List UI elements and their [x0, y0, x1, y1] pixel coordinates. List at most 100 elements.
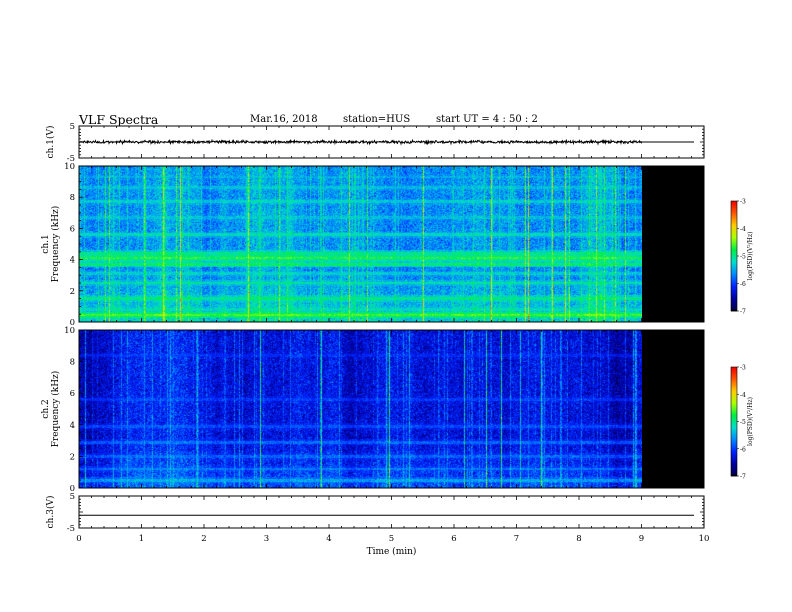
- ch2-colorbar-swatch: [731, 390, 737, 392]
- ch1-spectrogram-ytick-label: 8: [70, 193, 75, 203]
- ch2-colorbar-swatch: [731, 426, 737, 429]
- ch1-colorbar-swatch: [731, 278, 737, 280]
- ch2-colorbar: -3 -4 -5 -6 -7 log(PSD)(V²/Hz): [730, 365, 754, 481]
- ch2-colorbar-swatch: [731, 420, 737, 422]
- ch2-colorbar-swatch: [731, 428, 737, 431]
- ch3-waveform-ylabel: ch.3(V): [45, 496, 56, 529]
- ch2-spectrogram-ytick-label: 10: [64, 326, 75, 336]
- ch2-colorbar-swatch: [731, 395, 737, 398]
- xaxis-tick-label: 4: [326, 534, 331, 544]
- ch2-colorbar-swatch: [731, 367, 737, 369]
- ch1-colorbar-swatch: [731, 218, 737, 221]
- ch2-colorbar-swatch: [731, 450, 737, 452]
- ch1-colorbar-swatch: [731, 265, 737, 268]
- ch1-colorbar-swatch: [731, 280, 737, 283]
- ch1-colorbar-tick-label: -7: [740, 309, 746, 316]
- ch1-colorbar-swatch: [731, 224, 737, 227]
- ch1-spectrogram-ytick-label: 0: [70, 318, 75, 328]
- ch1-colorbar-swatch: [731, 283, 737, 286]
- ch2-colorbar-swatch: [731, 394, 737, 397]
- ch2-colorbar-swatch: [731, 376, 737, 379]
- ch3-waveform-ytick-label: 5: [70, 492, 75, 502]
- ch2-colorbar-swatch: [731, 396, 737, 399]
- ch2-colorbar-swatch: [731, 435, 737, 437]
- ch1-waveform-ytick-label: 5: [70, 122, 75, 132]
- ch1-colorbar-swatch: [731, 267, 737, 269]
- ch1-colorbar-swatch: [731, 295, 737, 298]
- ch1-colorbar-swatch: [731, 298, 737, 301]
- ch1-colorbar-swatch: [731, 302, 737, 305]
- ch1-spectrogram-ytick-label: 4: [70, 256, 75, 266]
- ch2-colorbar-swatch: [731, 459, 737, 462]
- xaxis-tick-label: 7: [514, 534, 519, 544]
- ch1-colorbar-swatch: [731, 290, 737, 293]
- xaxis-tick-label: 3: [264, 534, 269, 544]
- ch2-colorbar-swatch: [731, 448, 737, 451]
- ch1-colorbar-swatch: [731, 260, 737, 262]
- ch1-colorbar-swatch: [731, 246, 737, 249]
- ch2-colorbar-swatch: [731, 372, 737, 375]
- ch2-colorbar-swatch: [731, 379, 737, 382]
- ch1-spectrogram-ytick-label: 10: [64, 162, 75, 172]
- ch2-colorbar-swatch: [731, 429, 737, 432]
- ch2-colorbar-swatch: [731, 375, 737, 377]
- ch1-colorbar-swatch: [731, 216, 737, 218]
- ch2-colorbar-swatch: [731, 452, 737, 455]
- ch1-colorbar-swatch: [731, 207, 737, 210]
- ch1-colorbar-swatch: [731, 213, 737, 216]
- ch2-colorbar-swatch: [731, 432, 737, 435]
- ch2-colorbar-swatch: [731, 431, 737, 433]
- ch1-colorbar-swatch: [731, 203, 737, 206]
- ch2-colorbar-swatch: [731, 418, 737, 421]
- ch1-colorbar-swatch: [731, 220, 737, 223]
- ch1-colorbar-swatch: [731, 242, 737, 245]
- ch2-colorbar-swatch: [731, 417, 737, 420]
- ch1-colorbar-swatch: [731, 223, 737, 225]
- date-label: Mar.16, 2018: [250, 114, 318, 125]
- ch1-colorbar: -3 -4 -5 -6 -7 log(PSD)(V²/Hz): [730, 199, 754, 316]
- ch2-colorbar-swatch: [731, 391, 737, 394]
- ch1-colorbar-swatch: [731, 297, 737, 300]
- ch1-colorbar-tick-label: -6: [740, 281, 746, 288]
- ch2-colorbar-swatch: [731, 369, 737, 372]
- ch2-colorbar-tick-label: -5: [740, 419, 746, 426]
- ch1-colorbar-label: log(PSD)(V²/Hz): [747, 232, 754, 281]
- ch2-colorbar-swatch: [731, 470, 737, 473]
- ch1-colorbar-swatch: [731, 256, 737, 258]
- ch1-colorbar-swatch: [731, 276, 737, 279]
- ch2-colorbar-swatch: [731, 410, 737, 413]
- ch2-spectrogram-ylabel-frequency: Frequency (kHz): [50, 371, 61, 448]
- ch2-colorbar-tick-label: -3: [740, 365, 746, 372]
- ch1-colorbar-swatch: [731, 238, 737, 240]
- ch1-colorbar-swatch: [731, 261, 737, 264]
- ch1-colorbar-swatch: [731, 235, 737, 238]
- ch2-colorbar-swatch: [731, 467, 737, 470]
- ch1-colorbar-swatch: [731, 271, 737, 273]
- ch1-colorbar-swatch: [731, 286, 737, 289]
- ch1-colorbar-swatch: [731, 306, 737, 309]
- ch1-colorbar-swatch: [731, 305, 737, 308]
- ch2-spectrogram-ytick-label: 6: [70, 389, 75, 399]
- ch2-colorbar-swatch: [731, 377, 737, 380]
- ch1-colorbar-swatch: [731, 272, 737, 275]
- xaxis-tick-label: 0: [76, 534, 81, 544]
- ch2-colorbar-label: log(PSD)(V²/Hz): [747, 397, 754, 446]
- ch2-colorbar-swatch: [731, 402, 737, 405]
- ch1-colorbar-swatch: [731, 227, 737, 229]
- ch1-colorbar-swatch: [731, 275, 737, 278]
- ch1-colorbar-swatch: [731, 250, 737, 253]
- ch1-spectrogram-ylabel-channel: ch.1: [41, 234, 51, 253]
- ch2-colorbar-swatch: [731, 466, 737, 469]
- ch2-colorbar-tick-label: -6: [740, 446, 746, 453]
- ch2-colorbar-swatch: [731, 440, 737, 443]
- ch1-colorbar-swatch: [731, 236, 737, 239]
- ch1-colorbar-swatch: [731, 294, 737, 297]
- ch1-colorbar-swatch: [731, 309, 737, 312]
- ch2-colorbar-swatch: [731, 416, 737, 418]
- ch1-colorbar-swatch: [731, 304, 737, 306]
- ch2-colorbar-swatch: [731, 368, 737, 371]
- ch3-waveform-ytick-label: -5: [67, 524, 75, 534]
- ch1-colorbar-tick-label: -4: [740, 226, 746, 233]
- ch1-trace: [78, 138, 642, 146]
- ch1-colorbar-swatch: [731, 273, 737, 276]
